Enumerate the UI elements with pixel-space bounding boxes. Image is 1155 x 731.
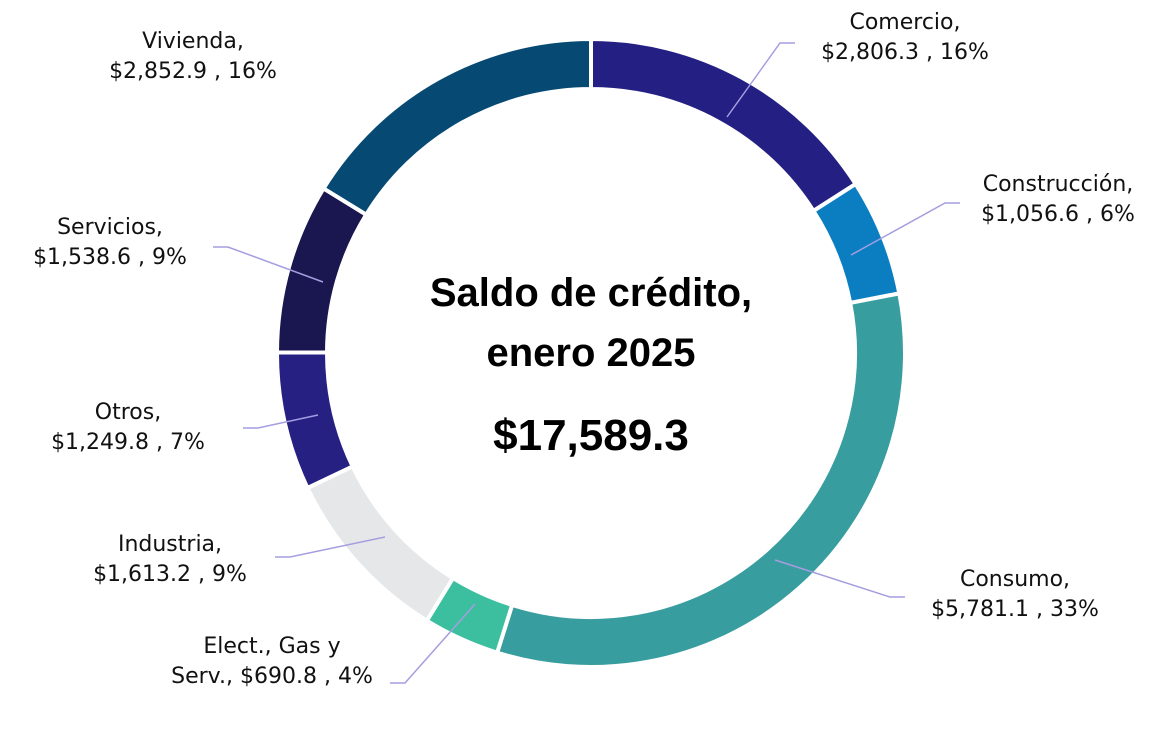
leader-line	[390, 603, 476, 684]
category-label: Industria,	[117, 532, 223, 557]
value-label: $1,613.2 , 9%	[93, 562, 247, 587]
center-title: enero 2025	[486, 331, 695, 375]
donut-segment	[275, 350, 356, 491]
category-label: Vivienda,	[142, 29, 244, 54]
value-label: $690.8 , 4%	[239, 664, 373, 689]
data-label: Otros, $1,249.8 , 7%	[8, 398, 248, 458]
data-label: Comercio, $2,806.3 , 16%	[775, 8, 1035, 68]
value-label: $2,852.9 , 16%	[109, 59, 277, 84]
donut-segment	[810, 181, 902, 306]
data-label: Consumo, $5,781.1 , 33%	[885, 565, 1145, 625]
leader-line	[213, 246, 324, 283]
value-label: $1,538.6 , 9%	[33, 245, 187, 270]
leader-line	[243, 414, 319, 429]
donut-segment	[320, 36, 593, 218]
data-label: Vivienda, $2,852.9 , 16%	[63, 27, 323, 87]
data-label: Construcción, $1,056.6 , 6%	[958, 170, 1155, 230]
data-label: Elect., Gas y Serv., $690.8 , 4%	[170, 632, 375, 692]
category-label: Servicios,	[57, 215, 163, 240]
leader-line	[726, 42, 795, 118]
leader-lines	[213, 42, 960, 684]
value-label: $1,056.6 , 6%	[981, 202, 1135, 227]
category-label: Consumo,	[959, 567, 1071, 592]
value-label: $2,806.3 , 16%	[821, 40, 989, 65]
center-title: Saldo de crédito,	[430, 271, 752, 315]
data-label: Servicios, $1,538.6 , 9%	[0, 213, 220, 273]
total-label: $17,589.3	[493, 411, 689, 460]
category-label: Elect., Gas y Serv.,	[171, 634, 341, 689]
donut-segment	[304, 463, 456, 624]
value-label: $5,781.1 , 33%	[931, 597, 1099, 622]
leader-line	[774, 559, 905, 598]
category-label: Construcción,	[982, 172, 1134, 197]
data-label: Industria, $1,613.2 , 9%	[40, 530, 300, 590]
leader-line	[275, 536, 386, 558]
category-label: Comercio,	[849, 10, 961, 35]
value-label: $1,249.8 , 7%	[51, 430, 205, 455]
leader-line	[850, 202, 960, 256]
category-label: Otros,	[94, 400, 162, 425]
